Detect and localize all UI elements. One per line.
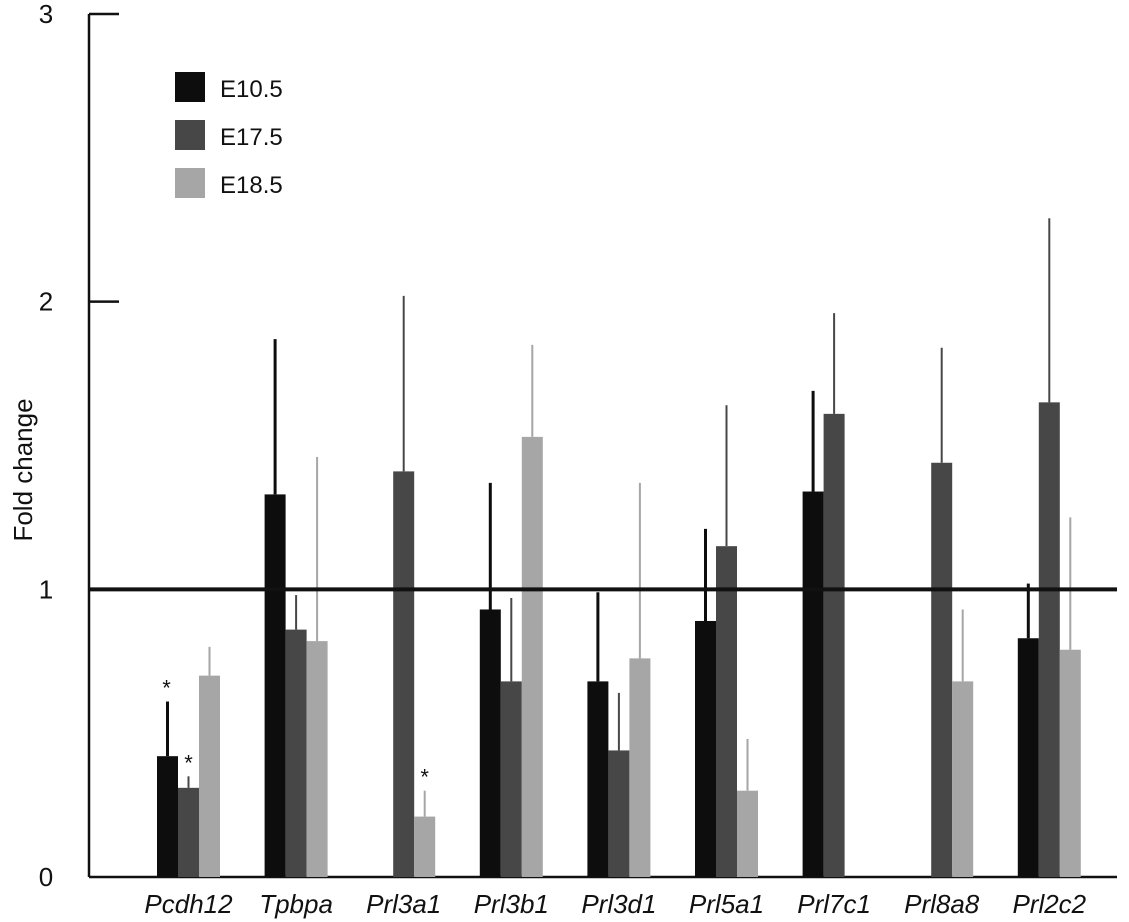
bar-E18.5-Pcdh12 xyxy=(199,675,220,877)
category-label-Prl3b1: Prl3b1 xyxy=(474,889,549,919)
legend-label-E18.5: E18.5 xyxy=(220,172,283,199)
bar-E18.5-Prl3d1 xyxy=(629,658,651,877)
annotations: * * * xyxy=(162,676,429,790)
bar-E17.5-Prl3a1 xyxy=(393,471,415,877)
category-label-Prl2c2: Prl2c2 xyxy=(1012,889,1086,919)
bar-E10.5-Tpbpa xyxy=(264,494,286,877)
category-label-Prl3d1: Prl3d1 xyxy=(581,889,656,919)
legend-swatch-E10.5 xyxy=(175,72,205,102)
bar-E10.5-Prl3b1 xyxy=(479,609,501,877)
bar-E18.5-Prl8a8 xyxy=(952,681,974,877)
y-tick-label: 2 xyxy=(39,287,53,317)
bar-E17.5-Prl3d1 xyxy=(608,750,630,877)
category-label-Prl8a8: Prl8a8 xyxy=(904,889,980,919)
bar-E10.5-Pcdh12 xyxy=(157,756,178,877)
category-label-Prl7c1: Prl7c1 xyxy=(797,889,871,919)
bar-E18.5-Prl2c2 xyxy=(1059,649,1081,877)
bar-E17.5-Pcdh12 xyxy=(178,787,199,877)
bar-E18.5-Tpbpa xyxy=(306,641,328,877)
bar-E10.5-Prl7c1 xyxy=(802,491,824,877)
significance-star: * xyxy=(162,676,171,701)
bar-E17.5-Prl2c2 xyxy=(1038,402,1060,877)
legend: E10.5 E17.5 E18.5 xyxy=(175,72,283,199)
bar-E18.5-Prl3a1 xyxy=(414,816,436,877)
bar-E17.5-Prl3b1 xyxy=(500,681,522,877)
category-labels: Pcdh12 Tpbpa Prl3a1 Prl3b1 Prl3d1 Prl5a1 Prl7c… xyxy=(144,889,1086,919)
bars xyxy=(157,402,1081,877)
category-label-Prl5a1: Prl5a1 xyxy=(689,889,764,919)
bar-E10.5-Prl2c2 xyxy=(1017,638,1039,877)
legend-swatch-E18.5 xyxy=(175,168,205,198)
category-label-Prl3a1: Prl3a1 xyxy=(366,889,441,919)
bar-E17.5-Prl8a8 xyxy=(931,462,953,877)
bar-E18.5-Prl3b1 xyxy=(521,436,543,877)
category-label-Pcdh12: Pcdh12 xyxy=(144,889,233,919)
category-label-Tpbpa: Tpbpa xyxy=(259,889,333,919)
y-tick-label: 1 xyxy=(39,574,53,604)
legend-label-E10.5: E10.5 xyxy=(220,76,283,103)
significance-star: * xyxy=(420,765,429,790)
y-axis-title: Fold change xyxy=(8,398,38,541)
y-tick-label: 3 xyxy=(39,0,53,29)
bar-E17.5-Prl5a1 xyxy=(716,546,737,877)
legend-label-E17.5: E17.5 xyxy=(220,124,283,151)
bar-E10.5-Prl5a1 xyxy=(695,620,716,877)
bar-E10.5-Prl3d1 xyxy=(587,681,609,877)
y-tick-label: 0 xyxy=(39,862,53,892)
legend-swatch-E17.5 xyxy=(175,120,205,150)
significance-star: * xyxy=(184,750,193,775)
bar-E18.5-Prl5a1 xyxy=(737,790,758,877)
bar-E17.5-Tpbpa xyxy=(285,629,307,877)
bar-E17.5-Prl7c1 xyxy=(823,413,845,877)
